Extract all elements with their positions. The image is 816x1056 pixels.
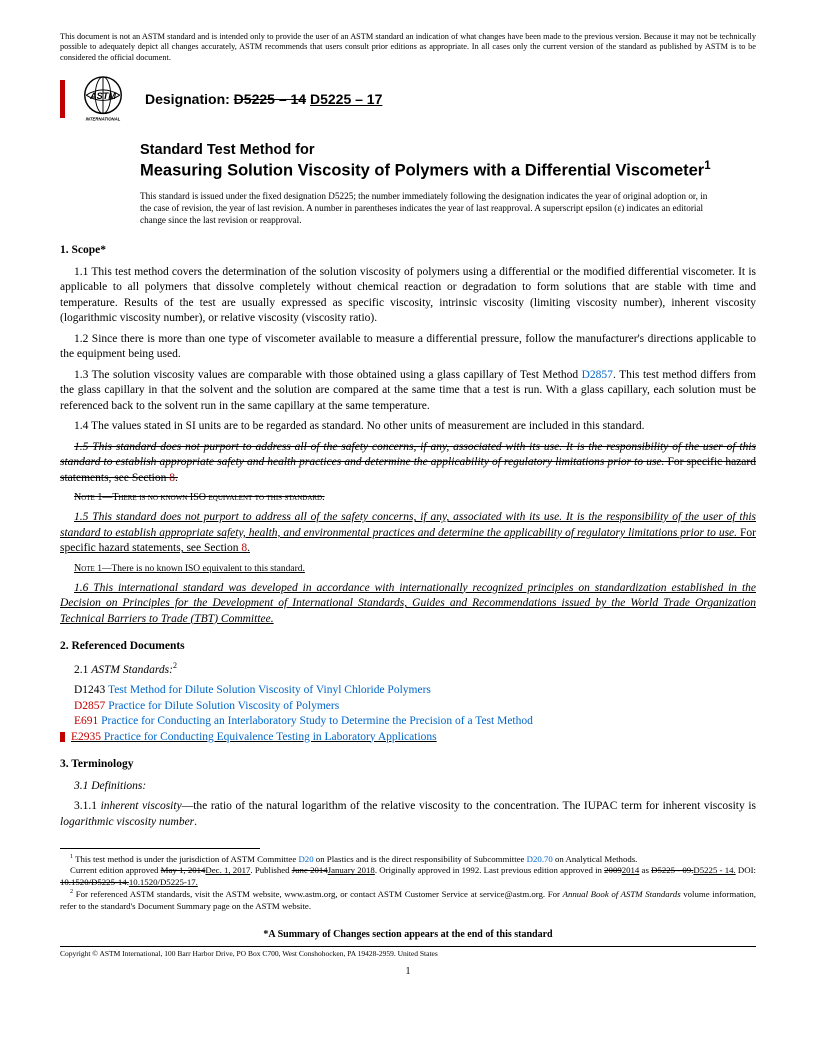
scope-heading: 1. Scope* <box>60 243 756 259</box>
designation-label: Designation: <box>145 91 230 107</box>
svg-text:ASTM: ASTM <box>89 91 116 101</box>
title-prefix: Standard Test Method for <box>140 141 756 159</box>
summary-note: *A Summary of Changes section appears at… <box>60 928 756 942</box>
para-3-1: 3.1 Definitions: <box>60 779 756 795</box>
red-change-bar-small <box>60 732 65 742</box>
link-d1243[interactable]: Test Method for Dilute Solution Viscosit… <box>105 684 431 696</box>
para-1-5-old: 1.5 This standard does not purport to ad… <box>60 440 756 487</box>
para-1-2: 1.2 Since there is more than one type of… <box>60 332 756 363</box>
designation: Designation: D5225 – 14 D5225 – 17 <box>145 90 382 109</box>
link-d20-70[interactable]: D20.70 <box>527 854 553 864</box>
top-disclaimer: This document is not an ASTM standard an… <box>60 32 756 63</box>
link-section-8-old[interactable]: 8 <box>169 472 175 484</box>
para-3-1-1: 3.1.1 inherent viscosity—the ratio of th… <box>60 799 756 830</box>
ref-d2857: D2857 Practice for Dilute Solution Visco… <box>74 699 756 715</box>
para-1-4: 1.4 The values stated in SI units are to… <box>60 419 756 435</box>
header-row: ASTM INTERNATIONAL Designation: D5225 – … <box>60 75 756 123</box>
designation-new: D5225 – 17 <box>310 91 382 107</box>
issuance-note: This standard is issued under the fixed … <box>140 191 716 227</box>
para-1-3: 1.3 The solution viscosity values are co… <box>60 368 756 415</box>
ref-e2935-row: E2935 Practice for Conducting Equivalenc… <box>60 730 756 746</box>
title-main: Measuring Solution Viscosity of Polymers… <box>140 159 756 181</box>
title-block: Standard Test Method for Measuring Solut… <box>140 141 756 181</box>
terminology-heading: 3. Terminology <box>60 757 756 773</box>
link-d20[interactable]: D20 <box>298 854 313 864</box>
link-e691[interactable]: Practice for Conducting an Interlaborato… <box>98 715 533 727</box>
note-1-old: Note 1—There is no known ISO equivalent … <box>60 491 756 505</box>
para-1-6: 1.6 This international standard was deve… <box>60 581 756 628</box>
link-d2857-2[interactable]: Practice for Dilute Solution Viscosity o… <box>105 700 339 712</box>
page-number: 1 <box>60 965 756 979</box>
designation-old: D5225 – 14 <box>234 91 306 107</box>
svg-text:INTERNATIONAL: INTERNATIONAL <box>86 117 121 122</box>
ref-d1243: D1243 Test Method for Dilute Solution Vi… <box>74 683 756 699</box>
link-section-8-new[interactable]: 8 <box>241 542 247 554</box>
refdocs-heading: 2. Referenced Documents <box>60 639 756 655</box>
footnotes: 1 This test method is under the jurisdic… <box>60 853 756 912</box>
note-1-new: Note 1—There is no known ISO equivalent … <box>60 562 756 576</box>
copyright: Copyright © ASTM International, 100 Barr… <box>60 946 756 959</box>
ref-e691: E691 Practice for Conducting an Interlab… <box>74 714 756 730</box>
para-1-5-new: 1.5 This standard does not purport to ad… <box>60 510 756 557</box>
para-2-1: 2.1 ASTM Standards:2 <box>60 661 756 678</box>
link-d2857[interactable]: D2857 <box>582 369 613 381</box>
para-1-1: 1.1 This test method covers the determin… <box>60 265 756 327</box>
red-change-bar <box>60 80 65 118</box>
link-e2935[interactable]: Practice for Conducting Equivalence Test… <box>101 731 437 743</box>
astm-logo: ASTM INTERNATIONAL <box>79 75 127 123</box>
